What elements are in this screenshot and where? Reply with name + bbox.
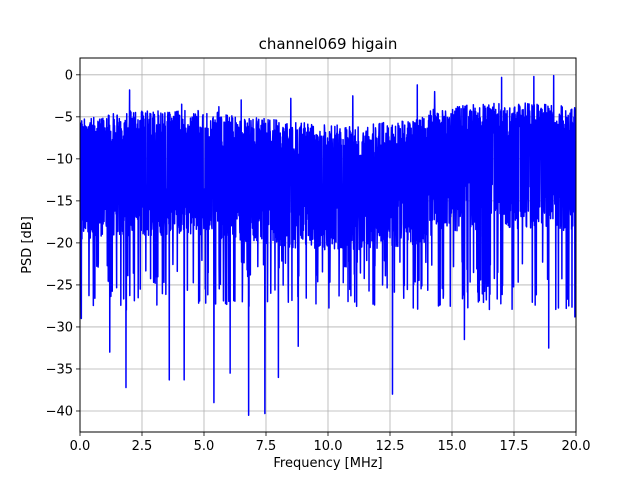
y-axis: 0 −5 −10 −15 −20 −25 −30 −35 −40: [46, 68, 80, 419]
x-tick-label: 5.0: [194, 439, 215, 454]
x-axis: 0.0 2.5 5.0 7.5 10.0 12.5 15.0 17.5 20.0: [70, 432, 591, 454]
x-tick-label: 17.5: [500, 439, 529, 454]
psd-series-line: [80, 74, 576, 416]
x-axis-label: Frequency [MHz]: [273, 456, 382, 471]
y-tick-label: −35: [46, 362, 73, 377]
y-tick-label: −25: [46, 278, 73, 293]
x-tick-label: 20.0: [562, 439, 591, 454]
y-tick-label: −20: [46, 236, 73, 251]
y-tick-label: −10: [46, 152, 73, 167]
x-tick-label: 15.0: [438, 439, 467, 454]
x-tick-label: 0.0: [70, 439, 91, 454]
x-tick-label: 2.5: [132, 439, 153, 454]
y-tick-label: −5: [54, 110, 73, 125]
y-tick-label: 0: [65, 68, 73, 83]
y-tick-label: −40: [46, 404, 73, 419]
y-tick-label: −15: [46, 194, 73, 209]
y-axis-label: PSD [dB]: [20, 216, 35, 274]
x-tick-label: 12.5: [376, 439, 405, 454]
x-tick-label: 7.5: [256, 439, 277, 454]
plot-area: [80, 74, 576, 416]
chart-title: channel069 higain: [259, 35, 398, 53]
x-tick-label: 10.0: [314, 439, 343, 454]
y-tick-label: −30: [46, 320, 73, 335]
